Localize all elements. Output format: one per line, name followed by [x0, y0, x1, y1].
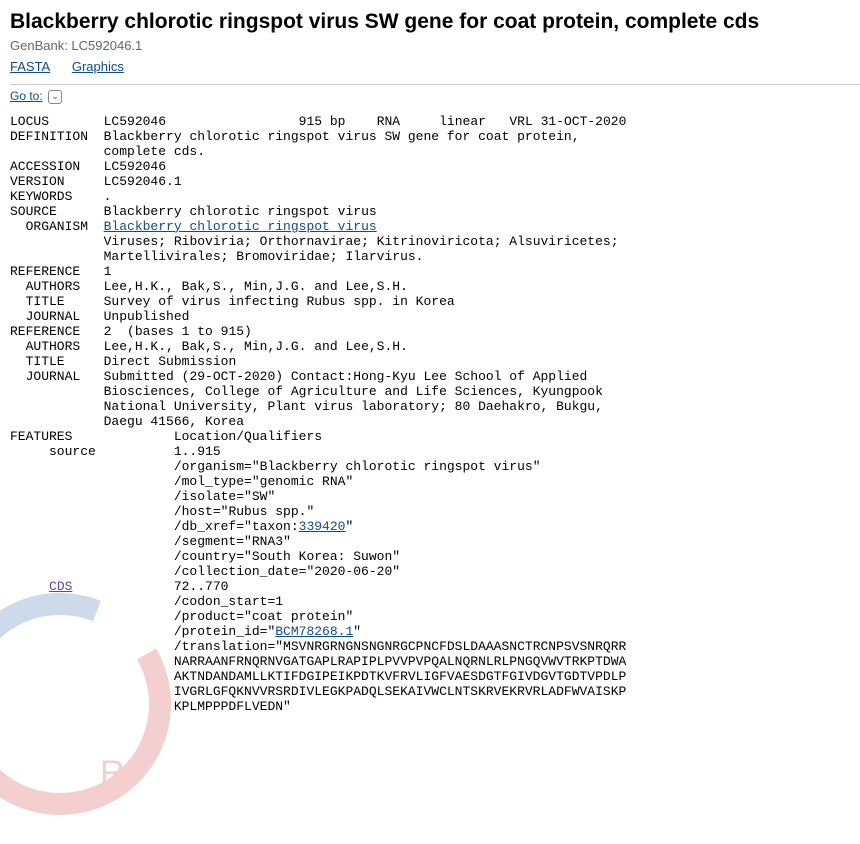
fasta-link[interactable]: FASTA [10, 59, 50, 74]
format-links: FASTA Graphics [10, 59, 860, 74]
version-text: LC592046.1 [104, 174, 182, 189]
chevron-down-icon[interactable]: ⌄ [48, 90, 62, 104]
locus-length: 915 bp [299, 114, 346, 129]
source-location: 1..915 [174, 444, 221, 459]
locus-name: LC592046 [104, 114, 166, 129]
genbank-record: LOCUS LC592046 915 bp RNA linear VRL 31-… [10, 114, 860, 714]
taxon-link[interactable]: 339420 [299, 519, 346, 534]
ref1-title: Survey of virus infecting Rubus spp. in … [104, 294, 455, 309]
keywords-text: . [104, 189, 112, 204]
source-collection-date: 2020-06-20 [314, 564, 392, 579]
ref2-journal: Submitted (29-OCT-2020) Contact:Hong-Kyu… [10, 369, 603, 429]
source-dbxref-prefix: taxon: [252, 519, 299, 534]
svg-text:R: R [100, 754, 125, 792]
source-text: Blackberry chlorotic ringspot virus [104, 204, 377, 219]
ref2-authors: Lee,H.K., Bak,S., Min,J.G. and Lee,S.H. [104, 339, 408, 354]
page-title: Blackberry chlorotic ringspot virus SW g… [10, 10, 860, 34]
cds-translation: MSVNRGRNGNSNGNRGCPNCFDSLDAAASNCTRCNPSVSN… [10, 639, 626, 714]
features-header: Location/Qualifiers [174, 429, 322, 444]
organism-link[interactable]: Blackberry chlorotic ringspot virus [104, 219, 377, 234]
ref1-authors: Lee,H.K., Bak,S., Min,J.G. and Lee,S.H. [104, 279, 408, 294]
organism-lineage: Viruses; Riboviria; Orthornavirae; Kitri… [10, 234, 619, 264]
locus-division: VRL [509, 114, 532, 129]
goto-link[interactable]: Go to: [10, 89, 43, 103]
definition-text: Blackberry chlorotic ringspot virus SW g… [10, 129, 580, 159]
ref2-num: 2 (bases 1 to 915) [104, 324, 252, 339]
ref1-num: 1 [104, 264, 112, 279]
cds-product: coat protein [252, 609, 346, 624]
cds-link[interactable]: CDS [49, 579, 72, 594]
source-segment: RNA3 [252, 534, 283, 549]
accession-text: LC592046 [104, 159, 166, 174]
cds-location: 72..770 [174, 579, 229, 594]
locus-moltype: RNA [377, 114, 400, 129]
protein-id-link[interactable]: BCM78268.1 [275, 624, 353, 639]
source-isolate: SW [252, 489, 268, 504]
ref2-title: Direct Submission [104, 354, 237, 369]
goto-row: Go to: ⌄ [10, 84, 860, 108]
source-organism: Blackberry chlorotic ringspot virus [260, 459, 533, 474]
locus-date: 31-OCT-2020 [541, 114, 627, 129]
locus-topology: linear [439, 114, 486, 129]
source-country: South Korea: Suwon [252, 549, 392, 564]
source-moltype: genomic RNA [260, 474, 346, 489]
genbank-subtitle: GenBank: LC592046.1 [10, 38, 860, 53]
graphics-link[interactable]: Graphics [72, 59, 124, 74]
cds-codon-start: 1 [275, 594, 283, 609]
source-host: Rubus spp. [228, 504, 306, 519]
ref1-journal: Unpublished [104, 309, 190, 324]
